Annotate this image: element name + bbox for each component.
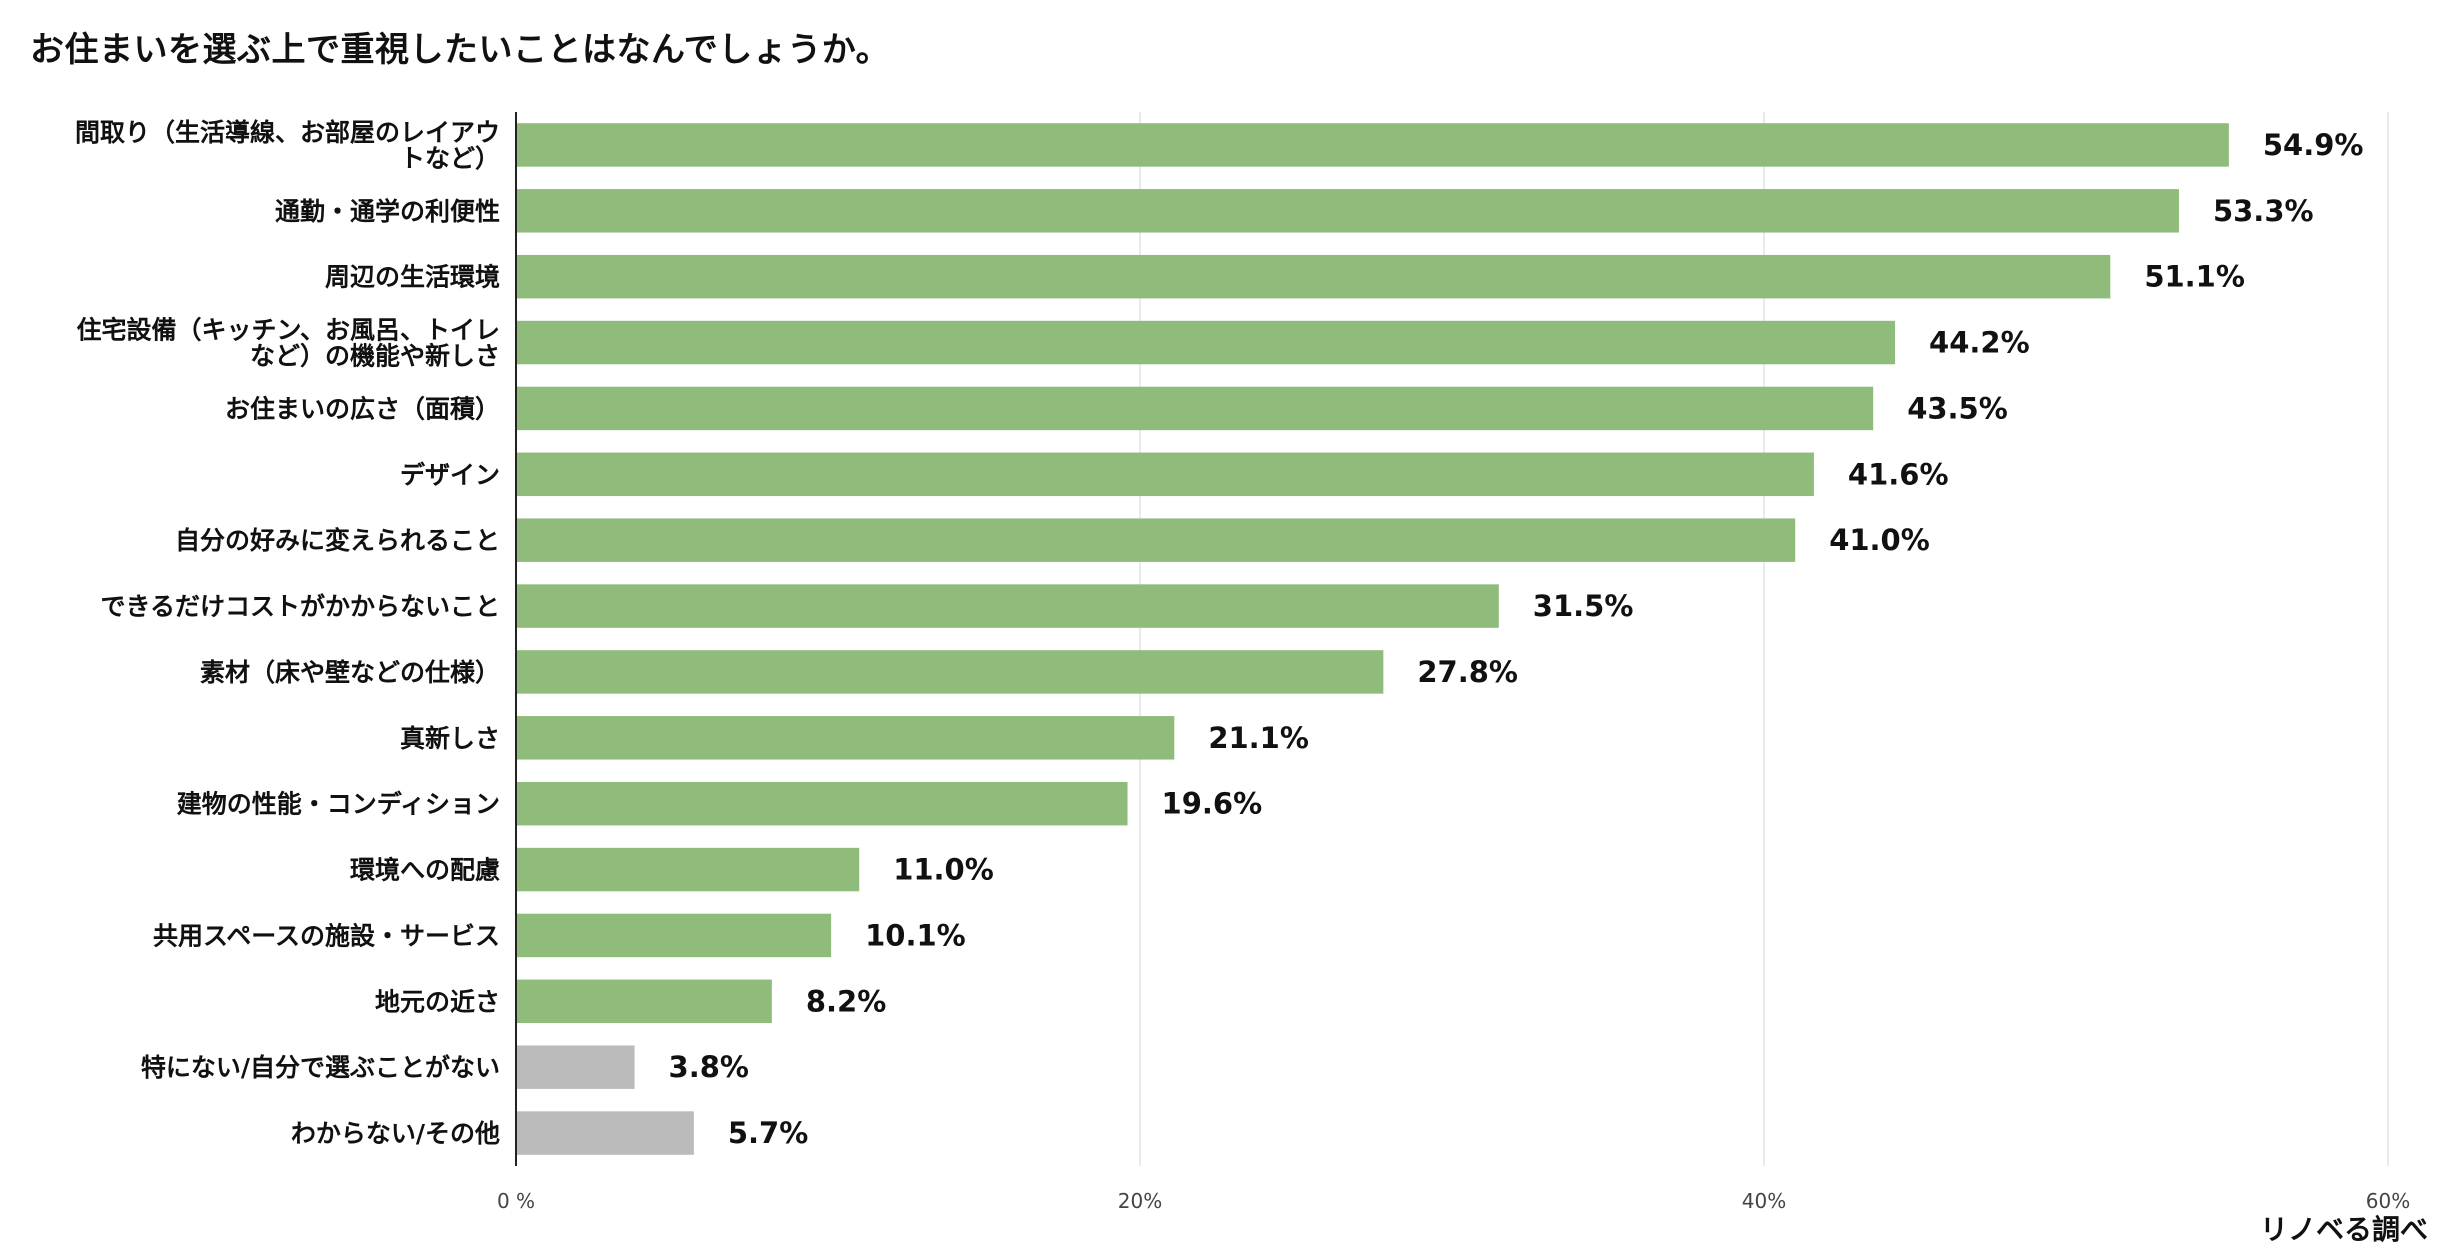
value-label: 27.8% (1417, 655, 1518, 689)
bar (516, 584, 1499, 628)
category-label: 地元の近さ (375, 987, 500, 1016)
chart-title: お住まいを選ぶ上で重視したいことはなんでしょうか。 (30, 30, 891, 70)
x-axis-ticks: 0 % 20% 40% 60% (497, 1189, 2410, 1213)
bar (516, 123, 2229, 167)
category-label: わからない/その他 (291, 1119, 500, 1148)
bar (516, 650, 1384, 694)
value-label: 41.0% (1829, 523, 1930, 557)
value-label: 44.2% (1929, 326, 2030, 360)
x-tick-label: 0 % (497, 1189, 535, 1213)
category-label: 建物の性能・コンディション (177, 790, 500, 819)
bar (516, 452, 1814, 497)
category-label: 特にない/自分で選ぶことがない (141, 1053, 500, 1082)
value-label: 10.1% (865, 918, 966, 952)
value-label: 3.8% (669, 1050, 749, 1084)
category-label: など）の機能や新しさ (250, 342, 500, 371)
value-label: 53.3% (2213, 194, 2314, 228)
bar (516, 847, 860, 892)
source-note: リノベる調べ (2259, 1213, 2428, 1246)
bars (516, 123, 2229, 1155)
value-label: 31.5% (1533, 589, 1634, 623)
bar (516, 781, 1128, 826)
value-label: 43.5% (1907, 391, 2008, 425)
category-label: 住宅設備（キッチン、お風呂、トイレ (76, 316, 500, 345)
bar (516, 716, 1175, 760)
category-label: お住まいの広さ（面積） (225, 394, 500, 423)
value-label: 51.1% (2144, 260, 2245, 294)
category-label: 素材（床や壁などの仕様） (200, 658, 500, 687)
value-label: 5.7% (728, 1116, 808, 1150)
category-label: トなど） (400, 144, 500, 173)
bar (516, 1111, 694, 1155)
value-label: 54.9% (2263, 128, 2364, 162)
category-label: 間取り（生活導線、お部屋のレイアウ (75, 118, 500, 147)
category-label: 共用スペースの施設・サービス (153, 921, 500, 950)
x-tick-label: 20% (1118, 1189, 1162, 1213)
bar (516, 254, 2111, 299)
bar (516, 518, 1796, 562)
category-label: できるだけコストがかからないこと (100, 592, 500, 621)
value-labels: 54.9% 53.3% 51.1% 44.2% 43.5% 41.6% 41.0% 31.5%… (669, 128, 2364, 1150)
x-tick-label: 40% (1742, 1189, 1786, 1213)
bar (516, 189, 2179, 233)
category-label: 真新しさ (400, 724, 500, 753)
bar (516, 979, 772, 1024)
category-label: デザイン (400, 460, 500, 489)
category-label: 周辺の生活環境 (325, 263, 500, 292)
x-tick-label: 60% (2366, 1189, 2410, 1213)
category-label: 自分の好みに変えられること (175, 526, 500, 555)
value-label: 19.6% (1162, 787, 1263, 821)
category-label: 環境への配慮 (350, 856, 500, 885)
bar (516, 1045, 635, 1089)
bar (516, 386, 1874, 431)
category-label: 通勤・通学の利便性 (275, 197, 500, 226)
value-label: 8.2% (806, 984, 886, 1018)
value-label: 41.6% (1848, 457, 1949, 491)
value-label: 11.0% (893, 853, 994, 887)
bar (516, 320, 1896, 365)
bar (516, 913, 832, 958)
value-label: 21.1% (1208, 721, 1309, 755)
